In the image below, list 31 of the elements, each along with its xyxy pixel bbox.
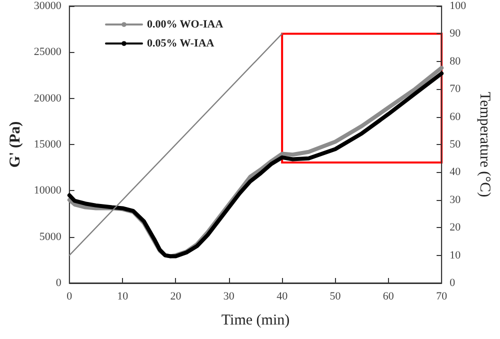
x-tick-label: 20: [170, 290, 182, 302]
legend-label: 0.00% WO-IAA: [147, 18, 224, 30]
y-tick-label: 10000: [34, 184, 62, 197]
y-axis-title: G' (Pa): [8, 121, 24, 168]
x-tick-label: 40: [276, 290, 288, 302]
y-tick-label: 25000: [34, 46, 62, 58]
x-tick-label: 30: [223, 290, 235, 302]
y2-tick-label: 30: [450, 194, 462, 206]
y2-tick-label: 80: [450, 55, 462, 68]
y2-tick-label: 60: [450, 110, 462, 123]
x-axis-title: Time (min): [221, 312, 290, 328]
y2-tick-label: 20: [450, 222, 462, 234]
y-tick-label: 15000: [34, 138, 62, 150]
x-tick-label: 60: [382, 290, 394, 302]
y-tick-label: 5000: [39, 230, 62, 243]
x-tick-label: 50: [330, 290, 342, 302]
y2-tick-label: 0: [450, 277, 456, 289]
y2-tick-label: 40: [450, 166, 462, 178]
y2-tick-label: 90: [450, 28, 462, 40]
y-tick-label: 0: [56, 277, 62, 289]
y2-axis-title: Temperature (°C): [476, 92, 492, 198]
y2-tick-label: 10: [450, 249, 462, 262]
x-tick-label: 10: [117, 290, 129, 302]
legend-label: 0.05% W-IAA: [147, 38, 214, 50]
y2-tick-label: 50: [450, 138, 462, 150]
x-tick-label: 0: [66, 290, 73, 302]
x-tick-label: 70: [436, 290, 448, 302]
y-tick-label: 20000: [34, 92, 62, 104]
y2-tick-label: 100: [450, 0, 467, 12]
y-tick-label: 30000: [34, 0, 62, 12]
y2-tick-label: 70: [450, 83, 462, 96]
